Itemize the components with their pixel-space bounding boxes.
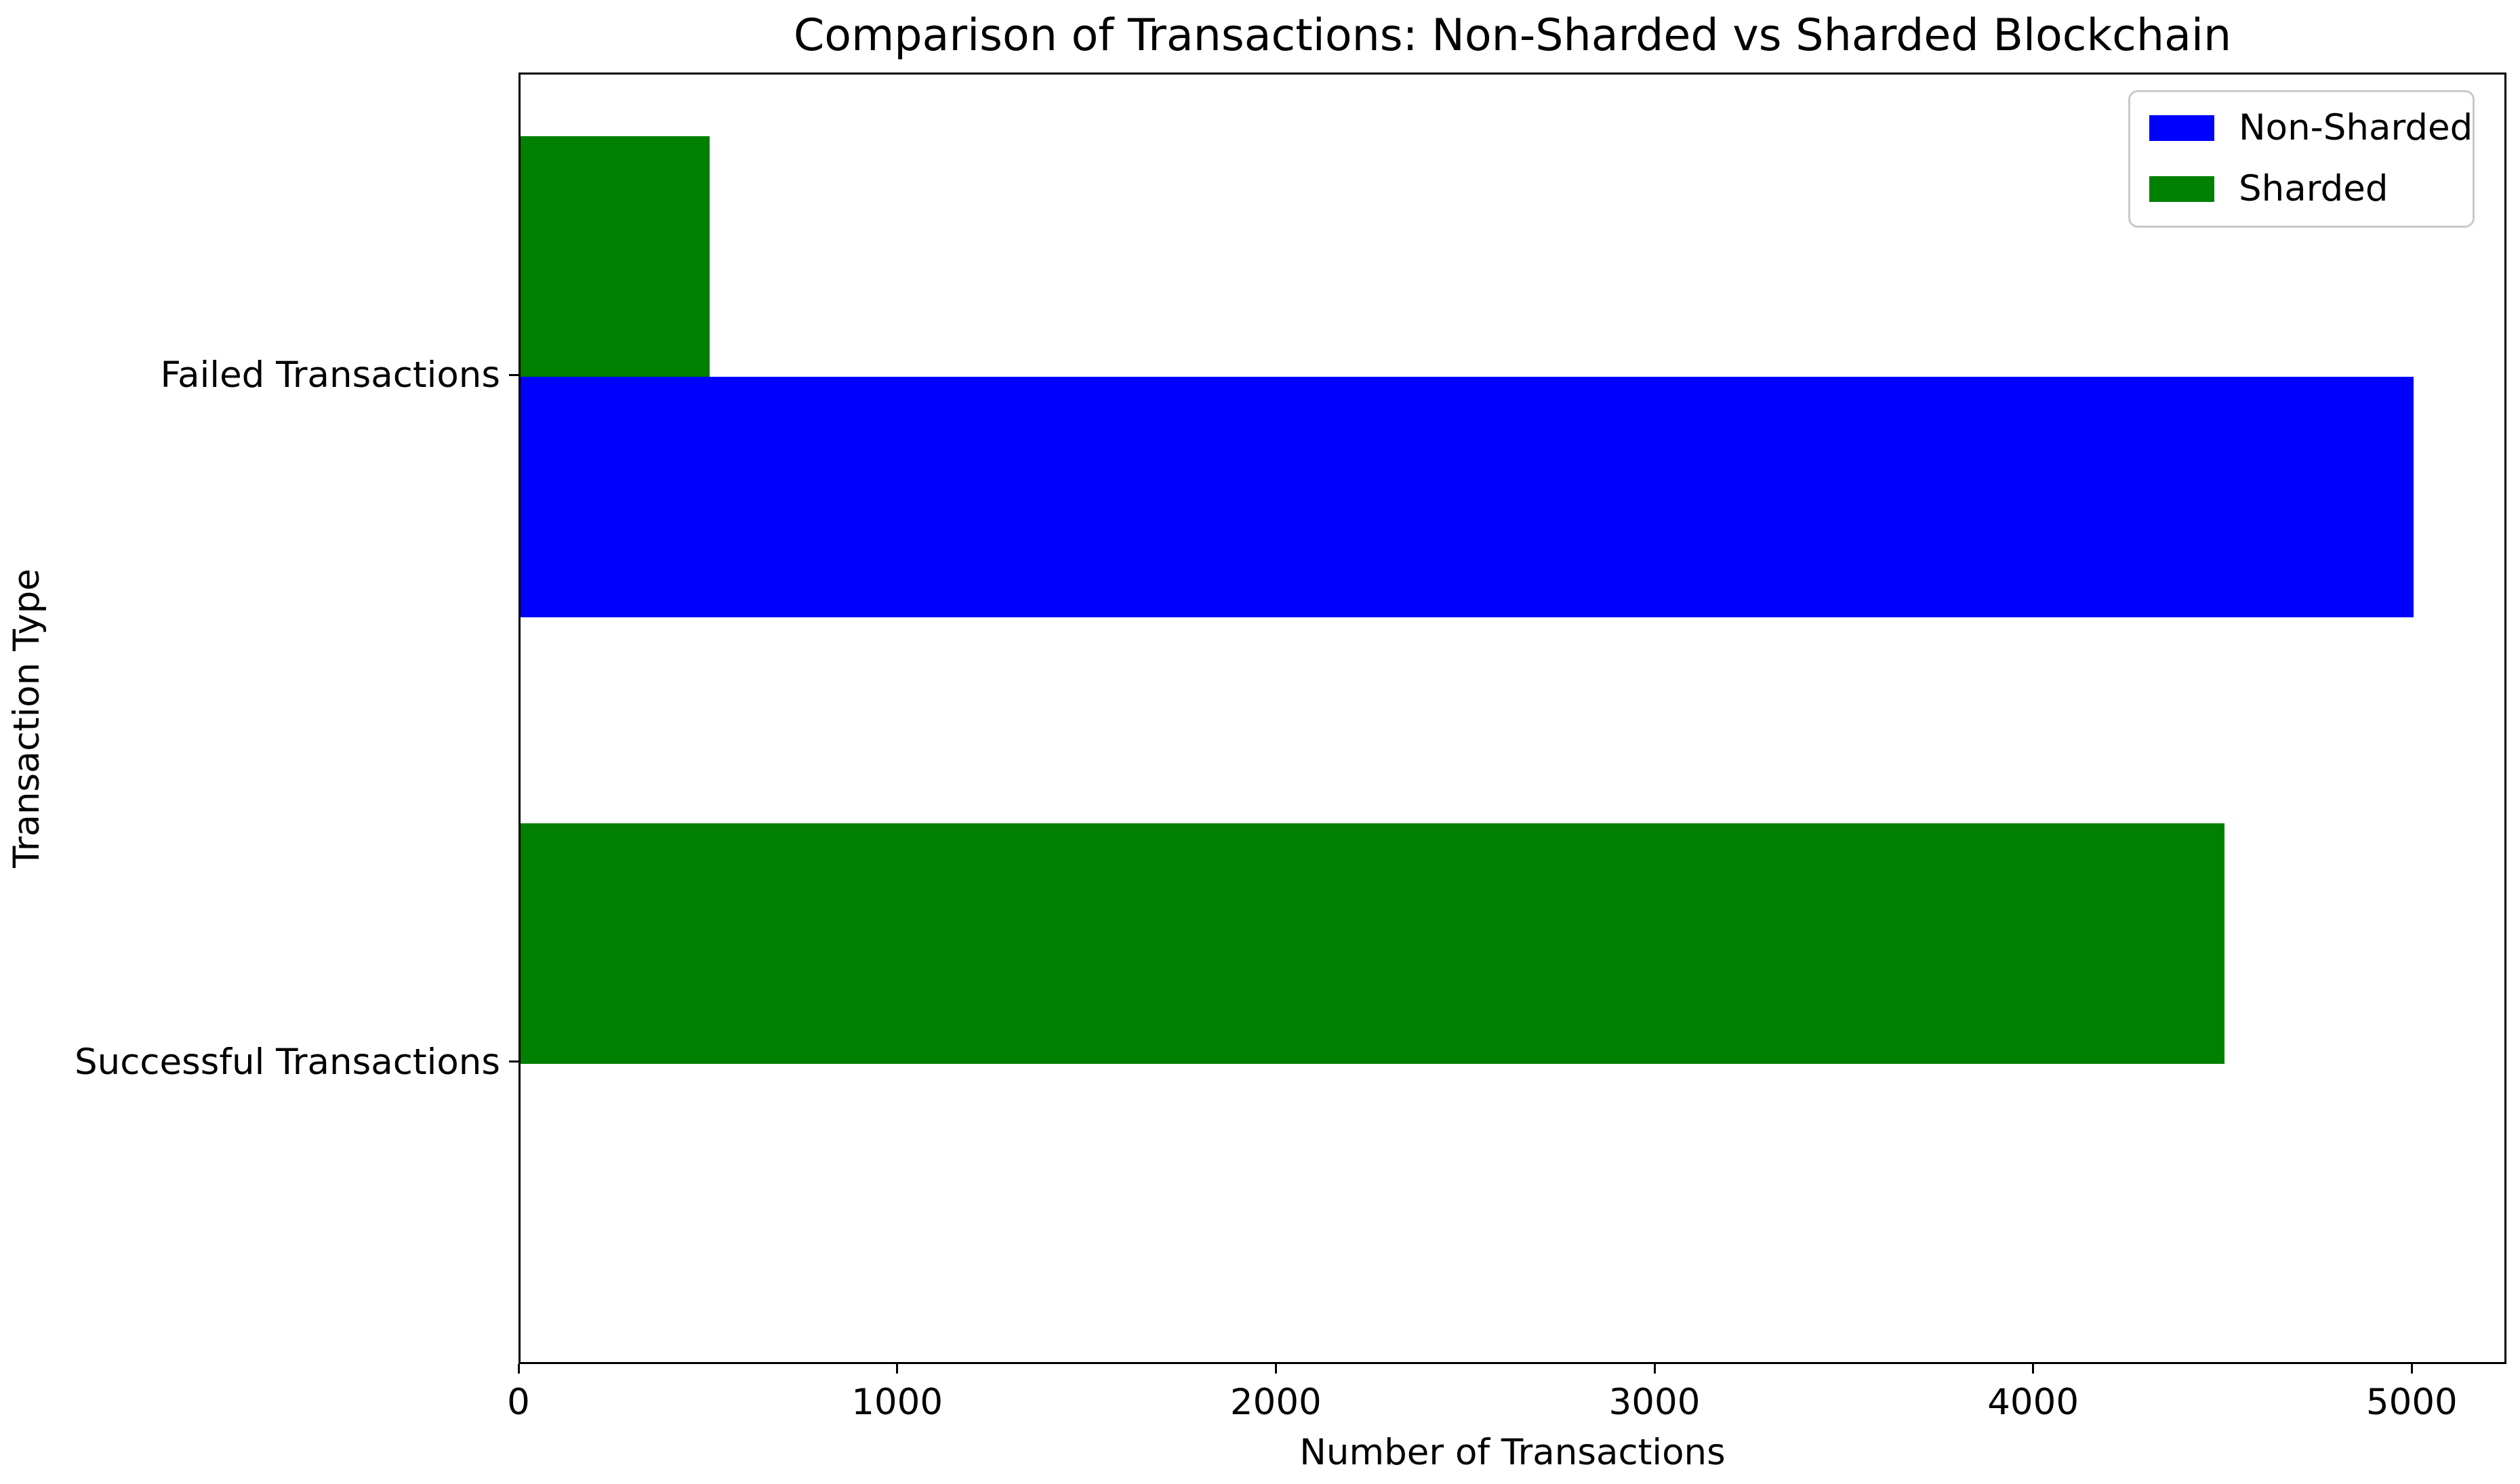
chart-title: Comparison of Transactions: Non-Sharded …	[793, 10, 2232, 61]
x-tick-label: 0	[507, 1382, 530, 1423]
y-tick-label-failed-transactions: Failed Transactions	[160, 354, 500, 396]
x-tick-mark	[2410, 1364, 2413, 1374]
x-tick-mark	[896, 1364, 899, 1374]
bar-sharded-failed-transactions	[521, 136, 710, 377]
y-tick-label-successful-transactions: Successful Transactions	[75, 1041, 500, 1083]
x-tick-label: 4000	[1987, 1382, 2079, 1423]
legend-swatch-non-sharded	[2149, 115, 2214, 142]
bar-non-sharded-failed-transactions	[521, 377, 2414, 617]
legend-swatch-sharded	[2149, 176, 2214, 203]
x-tick-label: 5000	[2365, 1382, 2458, 1423]
x-tick-label: 3000	[1608, 1382, 1701, 1423]
legend-label-sharded: Sharded	[2239, 168, 2389, 210]
y-tick-mark	[509, 1060, 519, 1063]
legend-label-non-sharded: Non-Sharded	[2239, 107, 2473, 148]
x-tick-mark	[517, 1364, 520, 1374]
x-tick-label: 1000	[851, 1382, 943, 1423]
x-tick-mark	[1274, 1364, 1277, 1374]
x-tick-mark	[2032, 1364, 2035, 1374]
x-axis-label: Number of Transactions	[1299, 1432, 1726, 1473]
x-tick-mark	[1653, 1364, 1656, 1374]
legend: Non-Sharded Sharded	[2128, 90, 2475, 228]
x-tick-label: 2000	[1229, 1382, 1322, 1423]
y-axis-label: Transaction Type	[6, 569, 47, 868]
legend-item-non-sharded: Non-Sharded	[2149, 108, 2473, 148]
plot-area: Non-Sharded Sharded	[519, 73, 2506, 1364]
bar-sharded-successful-transactions	[521, 823, 2224, 1064]
y-tick-mark	[509, 373, 519, 376]
legend-item-sharded: Sharded	[2149, 169, 2454, 209]
